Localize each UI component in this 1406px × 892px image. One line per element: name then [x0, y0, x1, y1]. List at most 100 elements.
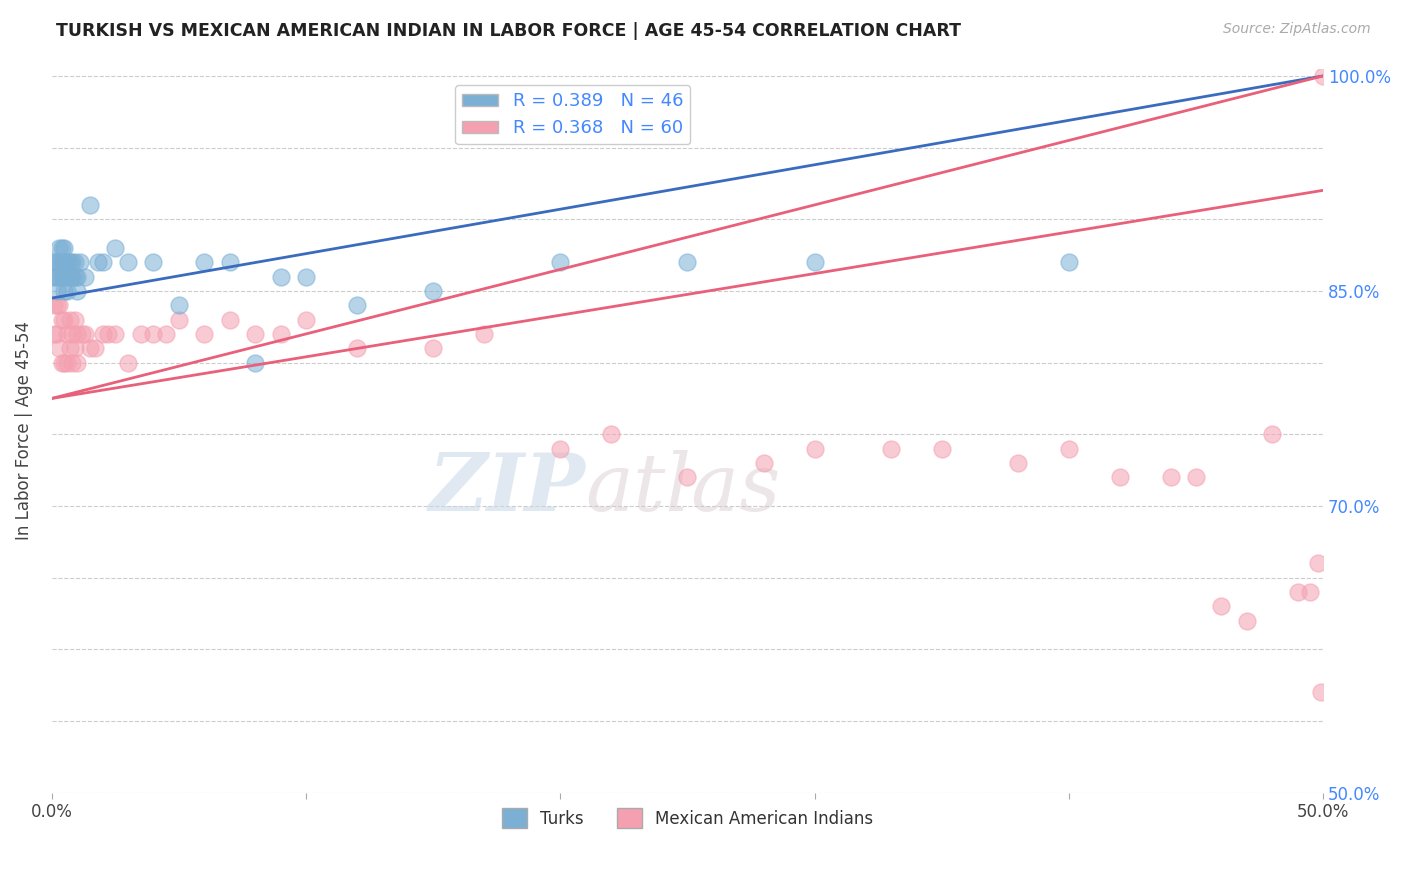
Point	[104, 326, 127, 341]
Point	[58, 341, 80, 355]
Point	[56, 269, 79, 284]
Point	[56, 326, 79, 341]
Point	[676, 470, 699, 484]
Point	[56, 255, 79, 269]
Point	[44, 298, 66, 312]
Point	[1211, 599, 1233, 614]
Point	[1108, 470, 1130, 484]
Point	[86, 255, 108, 269]
Point	[73, 326, 96, 341]
Point	[142, 326, 165, 341]
Text: TURKISH VS MEXICAN AMERICAN INDIAN IN LABOR FORCE | AGE 45-54 CORRELATION CHART: TURKISH VS MEXICAN AMERICAN INDIAN IN LA…	[56, 22, 962, 40]
Point	[44, 255, 66, 269]
Point	[155, 326, 177, 341]
Point	[72, 326, 94, 341]
Point	[1160, 470, 1182, 484]
Point	[45, 326, 67, 341]
Point	[1299, 585, 1322, 599]
Point	[1057, 442, 1080, 456]
Point	[752, 456, 775, 470]
Point	[472, 326, 495, 341]
Point	[53, 241, 76, 255]
Point	[104, 241, 127, 255]
Point	[53, 284, 76, 298]
Point	[422, 341, 444, 355]
Point	[48, 269, 70, 284]
Point	[53, 255, 76, 269]
Point	[79, 341, 101, 355]
Point	[66, 326, 89, 341]
Point	[1236, 614, 1258, 628]
Point	[60, 255, 83, 269]
Point	[218, 255, 240, 269]
Point	[53, 269, 76, 284]
Point	[48, 341, 70, 355]
Point	[51, 312, 73, 326]
Point	[66, 355, 89, 369]
Point	[600, 427, 623, 442]
Point	[129, 326, 152, 341]
Text: ZIP: ZIP	[429, 450, 586, 527]
Point	[1007, 456, 1029, 470]
Point	[56, 284, 79, 298]
Point	[117, 355, 139, 369]
Point	[51, 241, 73, 255]
Point	[45, 284, 67, 298]
Point	[45, 298, 67, 312]
Point	[63, 312, 86, 326]
Point	[346, 341, 368, 355]
Point	[676, 255, 699, 269]
Point	[117, 255, 139, 269]
Legend: Turks, Mexican American Indians: Turks, Mexican American Indians	[495, 801, 880, 835]
Point	[63, 255, 86, 269]
Text: atlas: atlas	[586, 450, 782, 527]
Point	[1306, 556, 1329, 570]
Point	[167, 298, 190, 312]
Point	[51, 269, 73, 284]
Point	[73, 269, 96, 284]
Point	[66, 269, 89, 284]
Point	[66, 284, 89, 298]
Text: Source: ZipAtlas.com: Source: ZipAtlas.com	[1223, 22, 1371, 37]
Point	[295, 269, 318, 284]
Point	[422, 284, 444, 298]
Point	[48, 298, 70, 312]
Point	[270, 326, 292, 341]
Point	[97, 326, 120, 341]
Point	[270, 269, 292, 284]
Point	[1057, 255, 1080, 269]
Point	[1309, 685, 1331, 699]
Point	[1312, 69, 1334, 83]
Point	[45, 269, 67, 284]
Point	[91, 255, 114, 269]
Point	[63, 341, 86, 355]
Point	[550, 442, 572, 456]
Point	[167, 312, 190, 326]
Point	[193, 255, 215, 269]
Point	[69, 255, 91, 269]
Point	[51, 255, 73, 269]
Point	[48, 255, 70, 269]
Point	[84, 341, 107, 355]
Point	[51, 355, 73, 369]
Point	[53, 312, 76, 326]
Point	[79, 198, 101, 212]
Point	[58, 312, 80, 326]
Point	[193, 326, 215, 341]
Point	[60, 269, 83, 284]
Point	[218, 312, 240, 326]
Point	[295, 312, 318, 326]
Point	[931, 442, 953, 456]
Point	[243, 326, 266, 341]
Point	[58, 269, 80, 284]
Y-axis label: In Labor Force | Age 45-54: In Labor Force | Age 45-54	[15, 321, 32, 541]
Point	[1261, 427, 1284, 442]
Point	[803, 255, 825, 269]
Point	[142, 255, 165, 269]
Point	[1286, 585, 1309, 599]
Point	[44, 326, 66, 341]
Point	[58, 255, 80, 269]
Point	[53, 355, 76, 369]
Point	[44, 269, 66, 284]
Point	[346, 298, 368, 312]
